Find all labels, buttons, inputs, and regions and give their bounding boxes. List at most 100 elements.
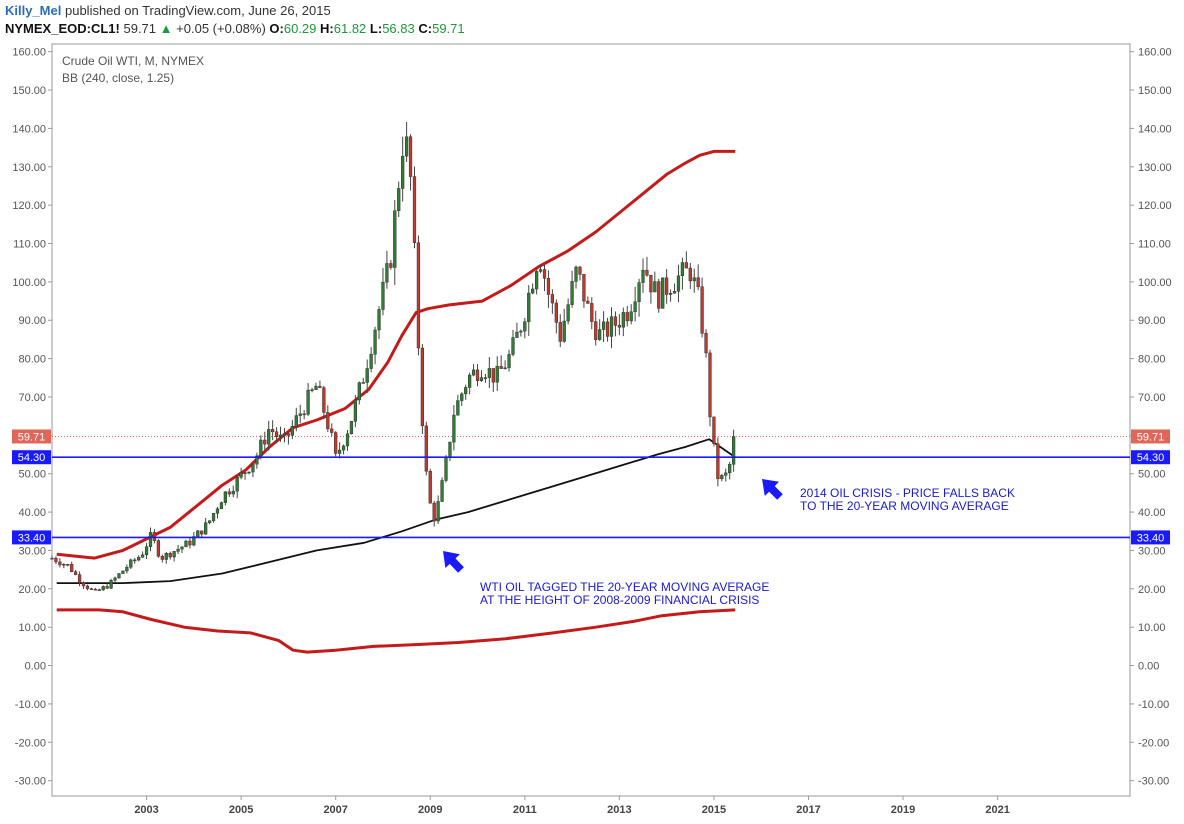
candle xyxy=(424,421,428,476)
candle xyxy=(259,435,263,460)
y-tick-label-right: 140.00 xyxy=(1138,123,1172,135)
candle xyxy=(263,431,267,451)
y-tick-label-left: 50.00 xyxy=(18,469,46,481)
level-label-left: 33.40 xyxy=(12,530,51,545)
annotation-line: AT THE HEIGHT OF 2008-2009 FINANCIAL CRI… xyxy=(480,593,759,607)
y-tick-label-right: 120.00 xyxy=(1138,200,1172,212)
svg-text:59.71: 59.71 xyxy=(18,431,46,443)
horizontal-levels: 54.30 54.30 33.40 33.40 xyxy=(12,450,1170,545)
candle xyxy=(200,530,204,538)
x-tick-label: 2013 xyxy=(607,804,631,816)
candle xyxy=(330,423,334,437)
candle xyxy=(452,405,456,451)
candle xyxy=(152,529,157,544)
candle xyxy=(665,269,669,304)
candle xyxy=(487,357,491,389)
author-link[interactable]: Killy_Mel xyxy=(5,3,62,18)
crisis-2009-arrow-icon xyxy=(443,551,464,573)
candle xyxy=(247,471,251,475)
candle xyxy=(89,587,94,590)
candle xyxy=(507,349,511,372)
candle xyxy=(255,452,259,469)
candle xyxy=(310,387,314,393)
candle xyxy=(369,347,373,373)
candle xyxy=(235,474,239,499)
candle xyxy=(274,427,279,444)
candle xyxy=(326,405,330,432)
candle xyxy=(404,121,409,162)
candle xyxy=(231,485,235,498)
open-label: O: xyxy=(269,21,284,36)
candle xyxy=(278,426,283,442)
candle xyxy=(554,299,558,334)
y-tick-label-right: 10.00 xyxy=(1138,622,1166,634)
y-tick-label-left: -10.00 xyxy=(15,699,46,711)
y-tick-label-right: 0.00 xyxy=(1138,661,1159,673)
chart-header: Killy_Mel published on TradingView.com, … xyxy=(0,0,1184,40)
y-tick-label-left: 90.00 xyxy=(18,315,46,327)
candle xyxy=(393,200,397,285)
y-tick-label-left: 10.00 xyxy=(18,622,46,634)
candle xyxy=(196,529,200,537)
candle xyxy=(609,307,614,349)
candle xyxy=(144,542,149,560)
annotation-line: WTI OIL TAGGED THE 20-YEAR MOVING AVERAG… xyxy=(480,580,769,594)
plot-area[interactable] xyxy=(51,43,1131,797)
candle xyxy=(684,251,688,269)
candle xyxy=(700,277,704,338)
candle xyxy=(156,539,161,558)
low-value: 56.83 xyxy=(382,21,415,36)
last-price-label-right: 59.71 xyxy=(1131,429,1170,444)
candle xyxy=(672,283,677,294)
candle xyxy=(444,455,448,483)
candle xyxy=(511,329,515,357)
candle xyxy=(649,274,653,304)
candle xyxy=(523,318,527,339)
candle xyxy=(574,265,578,289)
candle xyxy=(475,364,480,387)
candle xyxy=(625,305,629,327)
candle xyxy=(373,326,377,365)
publish-info: Killy_Mel published on TradingView.com, … xyxy=(5,3,331,18)
y-tick-label-left: 130.00 xyxy=(12,162,46,174)
candle xyxy=(720,473,724,482)
candle xyxy=(645,256,649,277)
candle xyxy=(223,491,227,506)
up-arrow-icon: ▲ xyxy=(159,21,173,36)
candle xyxy=(192,532,196,547)
candle xyxy=(58,558,62,568)
candle xyxy=(680,257,685,290)
candle xyxy=(207,520,212,525)
bollinger-bands xyxy=(56,149,736,654)
candle xyxy=(676,264,681,303)
candle xyxy=(306,383,310,416)
candle xyxy=(85,584,90,591)
y-tick-label-right: 130.00 xyxy=(1138,162,1172,174)
x-tick-label: 2015 xyxy=(702,804,726,816)
candle xyxy=(688,262,692,289)
candle xyxy=(117,573,121,579)
annotation-line: 2014 OIL CRISIS - PRICE FALLS BACK xyxy=(800,486,1015,500)
crisis-2014-arrow-icon xyxy=(762,479,783,500)
candle xyxy=(389,259,393,270)
candle xyxy=(298,404,302,423)
candle xyxy=(172,550,176,562)
candle xyxy=(204,517,208,535)
x-tick-label: 2019 xyxy=(891,804,915,816)
annotation-text: WTI OIL TAGGED THE 20-YEAR MOVING AVERAG… xyxy=(480,580,769,607)
candle xyxy=(464,384,468,400)
candle xyxy=(322,385,326,420)
y-tick-label-right: 100.00 xyxy=(1138,277,1172,289)
candle xyxy=(176,544,180,555)
y-tick-label-right: -10.00 xyxy=(1138,699,1169,711)
y-tick-label-right: 150.00 xyxy=(1138,85,1172,97)
candle xyxy=(586,296,590,304)
close-label: C: xyxy=(418,21,433,36)
candle xyxy=(385,250,389,289)
candle xyxy=(570,270,574,308)
candle xyxy=(605,317,610,342)
x-tick-label: 2009 xyxy=(418,804,442,816)
candle xyxy=(598,319,602,341)
